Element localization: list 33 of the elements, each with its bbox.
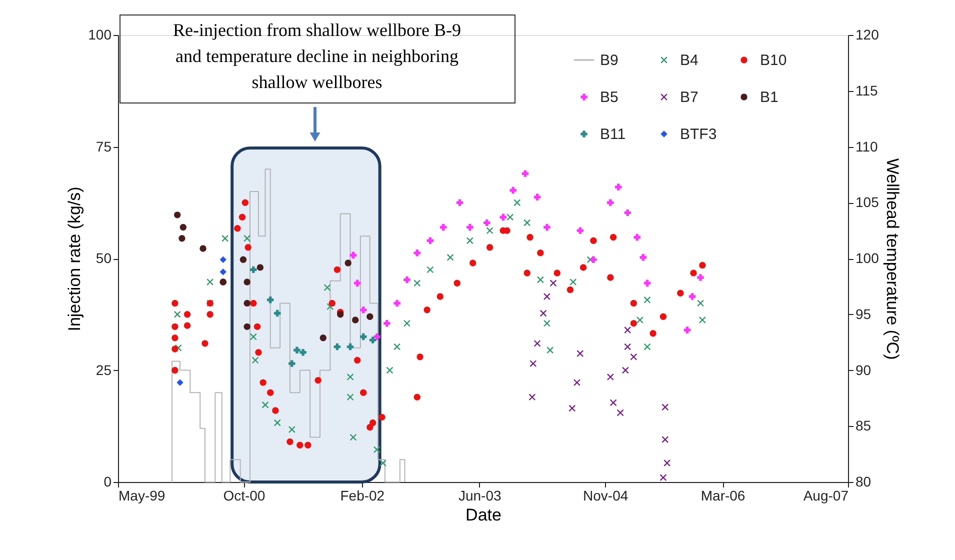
y2-tick-label: 120 [856, 26, 880, 42]
y2-tick-label: 80 [856, 474, 872, 490]
x-tick-label: Oct-00 [223, 488, 266, 504]
y2-tick-label: 115 [856, 82, 878, 98]
legend-label: B4 [680, 52, 698, 69]
y-tick-label: 50 [96, 250, 112, 266]
legend-label: B5 [600, 89, 618, 106]
x-tick-label: Mar-06 [700, 488, 746, 504]
y-tick-label: 0 [104, 474, 112, 490]
y2-tick-label: 85 [856, 418, 872, 434]
x-tick-label: Jun-03 [458, 488, 502, 504]
annotation: Re-injection from shallow wellbore B-9 and temperature decline in neighboring shallow wellbores [173, 20, 461, 92]
y2-axis-title: Wellhead temperature (ºC) [882, 158, 902, 360]
y-axis-title: Injection rate (kg/s) [65, 186, 84, 332]
x-axis-title: Date [466, 506, 502, 524]
y2-tick-label: 90 [856, 362, 872, 378]
y2-tick-label: 105 [856, 194, 880, 210]
x-tick-label: May-99 [118, 488, 166, 504]
legend-label: B7 [680, 89, 698, 106]
y-tick-label: 100 [88, 26, 112, 42]
y2-tick-label: 110 [856, 138, 878, 154]
y-tick-label: 25 [96, 362, 112, 378]
y-tick-label: 75 [96, 138, 112, 154]
x-tick-label: Feb-02 [340, 488, 385, 504]
x-tick-label: Nov-04 [583, 488, 628, 504]
legend-label: BTF3 [680, 126, 717, 143]
legend-label: B10 [760, 52, 787, 69]
y2-tick-label: 100 [856, 250, 880, 266]
x-tick-label: Aug-07 [803, 488, 849, 504]
legend-label: B9 [600, 52, 618, 69]
y2-tick-label: 95 [856, 306, 872, 322]
legend-label: B1 [760, 89, 778, 106]
legend-label: B11 [600, 126, 626, 143]
